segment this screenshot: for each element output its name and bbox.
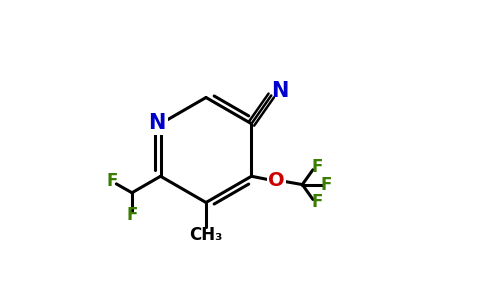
Text: N: N [148,113,166,133]
Text: F: F [107,172,118,190]
Text: F: F [311,158,322,176]
Text: CH₃: CH₃ [189,226,223,244]
Text: F: F [320,176,332,194]
Text: F: F [126,206,137,224]
Text: O: O [268,171,285,190]
Text: F: F [311,193,322,211]
Text: N: N [271,81,288,101]
